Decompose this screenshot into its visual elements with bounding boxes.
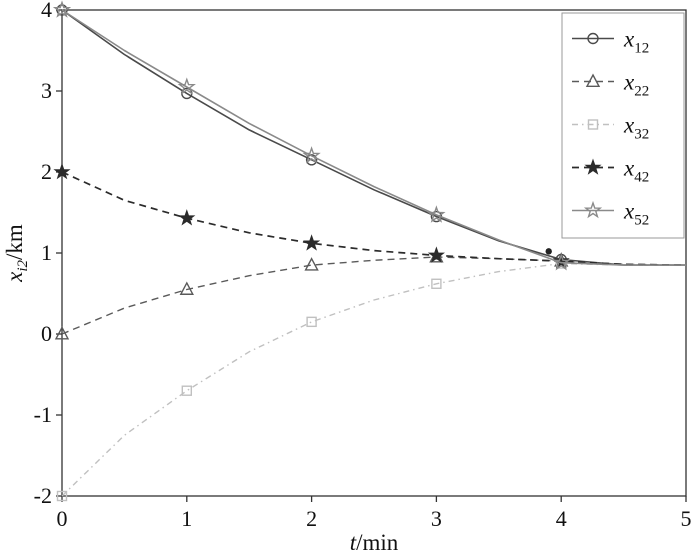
series-line-x42 (61, 171, 687, 266)
marker-triangle-open (585, 73, 601, 87)
y-tick-label: 3 (41, 78, 52, 103)
y-tick-label: -1 (34, 402, 52, 427)
x-axis-label: t/min (350, 530, 399, 555)
legend-item-x22: x22 (572, 70, 649, 100)
annotation-dot (545, 248, 552, 255)
marker-star-open (177, 77, 196, 95)
series-x32 (56, 258, 686, 502)
legend-label-x52: x52 (623, 199, 649, 229)
series-line-x22 (61, 256, 687, 335)
x-tick-label: 0 (57, 506, 68, 531)
marker-star-open (427, 205, 446, 223)
series-x52 (52, 0, 686, 271)
marker-star-filled (178, 209, 196, 226)
marker-star-filled (584, 158, 602, 175)
legend-item-x12: x12 (572, 27, 649, 57)
marker-star-open (583, 200, 603, 219)
marker-star-filled (552, 252, 570, 269)
marker-star-filled (53, 162, 71, 180)
marker-square-open (431, 278, 442, 289)
x-tick-label: 1 (181, 506, 192, 531)
legend-label-x32: x32 (623, 113, 649, 143)
y-tick-label: 1 (41, 240, 52, 265)
x-axis: 0 1 2 3 4 5 (57, 496, 692, 531)
marker-triangle-open (304, 257, 319, 271)
marker-star-filled (427, 246, 445, 263)
marker-star-filled (303, 234, 321, 251)
marker-star-open (552, 253, 571, 271)
legend-label-x12: x12 (623, 27, 649, 57)
series-line-x52 (61, 9, 686, 266)
marker-square-open (306, 316, 317, 328)
legend-label-x22: x22 (623, 70, 649, 100)
y-tick-label: 2 (41, 159, 52, 184)
x-tick-label: 3 (431, 506, 442, 531)
y-axis-label: xi2/km (2, 224, 31, 283)
legend-box (561, 12, 685, 239)
legend-item-x42: x42 (572, 156, 649, 186)
marker-star-open (302, 146, 321, 164)
marker-square-open (587, 119, 599, 130)
legend: x12 x22 x32 x42 x52 (561, 12, 685, 239)
x-tick-label: 4 (556, 506, 567, 531)
y-axis: -2 -1 0 1 2 3 4 (34, 0, 62, 508)
y-tick-label: -2 (34, 483, 52, 508)
y-tick-label: 0 (41, 321, 52, 346)
x-tick-label: 2 (306, 506, 317, 531)
legend-label-x42: x42 (623, 156, 649, 186)
marker-circle-open (587, 32, 599, 45)
y-tick-label: 4 (41, 0, 52, 22)
marker-triangle-open (54, 326, 70, 340)
marker-square-open (56, 490, 68, 502)
marker-square-open (181, 385, 193, 396)
legend-item-x32: x32 (572, 113, 649, 143)
x-tick-label: 5 (681, 506, 692, 531)
series-x42 (53, 162, 687, 269)
marker-circle-open (305, 154, 318, 166)
marker-triangle-open (179, 281, 194, 295)
legend-item-x52: x52 (572, 199, 649, 229)
marker-star-open (52, 0, 72, 18)
